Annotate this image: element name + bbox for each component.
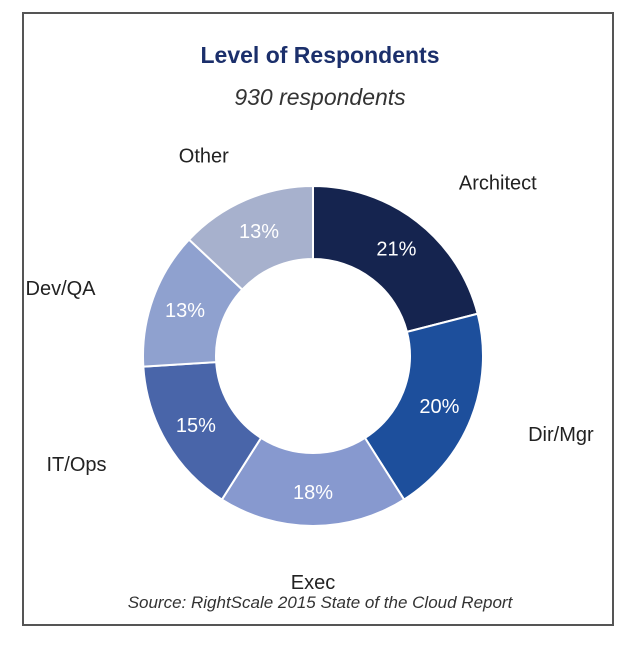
slice-value-label: 18% [293,482,333,504]
slice-value-label: 13% [165,300,205,322]
slice-category-label: Architect [459,172,537,194]
slice-category-label: IT/Ops [47,454,107,476]
slice-other [187,184,314,292]
slice-value-label: 13% [239,221,279,243]
chart-subtitle: 930 respondents [234,84,406,110]
slice-category-label: Other [179,145,229,167]
slice-dir-mgr [363,312,484,501]
slice-value-label: 15% [176,415,216,437]
slice-category-label: Exec [291,572,335,594]
chart-title: Level of Respondents [200,42,440,68]
slice-value-label: 21% [376,239,416,261]
slice-category-label: Dev/QA [26,278,97,300]
slice-architect [312,184,479,334]
slice-category-label: Dir/Mgr [528,424,594,446]
slice-value-label: 20% [419,396,459,418]
chart-source: Source: RightScale 2015 State of the Clo… [127,593,513,612]
